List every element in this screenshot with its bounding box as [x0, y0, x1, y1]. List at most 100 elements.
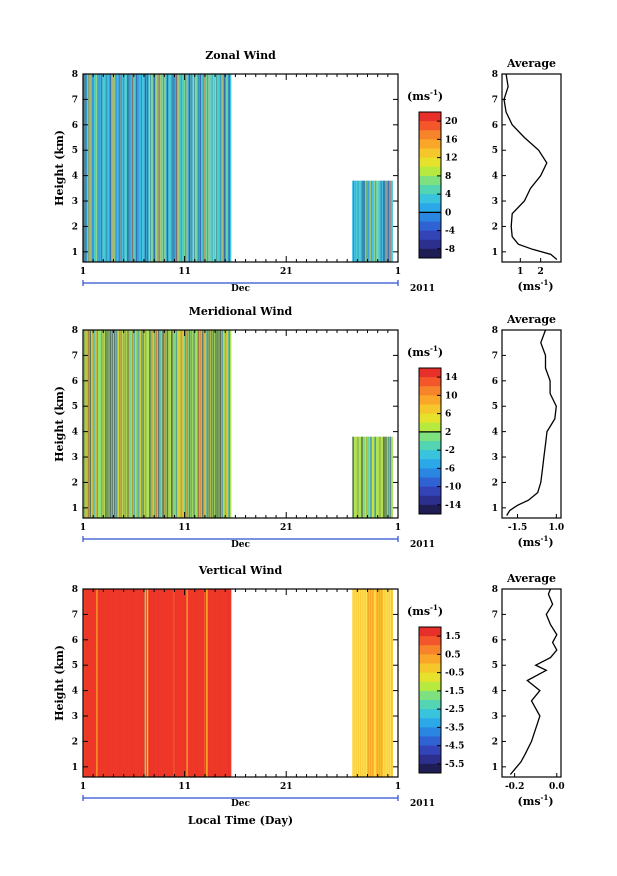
x-tick-label: 21: [280, 267, 293, 277]
data-stripe: [129, 330, 131, 518]
colorbar-cell: [419, 718, 441, 728]
data-stripe: [363, 589, 365, 777]
colorbar-label: 6: [445, 410, 451, 420]
data-stripe: [376, 180, 378, 262]
data-stripe: [140, 330, 142, 518]
data-stripe: [162, 330, 164, 518]
plot-frame: [82, 73, 399, 263]
data-stripe: [164, 589, 166, 777]
data-stripe: [129, 589, 131, 777]
data-stripe: [101, 330, 103, 518]
profile-y-tick-label: 1: [492, 763, 498, 773]
profile-x-tick-label: 1: [517, 267, 523, 277]
data-stripe: [208, 330, 210, 518]
data-stripe: [180, 74, 182, 262]
profile-x-tick-label: 2: [538, 267, 544, 277]
profile-x-tick-label: -1.5: [508, 523, 527, 533]
data-stripe: [369, 589, 372, 777]
data-stripe: [158, 330, 160, 518]
data-stripe: [127, 330, 129, 518]
data-stripe: [363, 180, 365, 262]
data-stripe: [85, 74, 87, 262]
profile-y-tick-label: 8: [492, 70, 498, 80]
colorbar-cell: [419, 431, 441, 442]
data-segment: [83, 589, 232, 777]
data-stripe: [224, 330, 226, 518]
data-stripe: [114, 330, 116, 518]
data-stripe: [362, 180, 363, 262]
data-stripe: [142, 330, 144, 518]
colorbar-label: -6: [445, 464, 455, 474]
data-stripe: [162, 589, 164, 777]
data-stripe: [217, 330, 219, 518]
colorbar-label: 0.5: [445, 650, 461, 660]
colorbar-cell: [419, 727, 441, 737]
data-stripe: [385, 180, 387, 262]
average-profile: Average 1 2 3 4 5 6 7 8 -1.5 1.0(ms-1): [492, 313, 564, 549]
data-stripe: [177, 74, 179, 262]
data-stripe: [374, 589, 376, 777]
profile-y-tick-label: 3: [492, 197, 498, 207]
data-stripe: [144, 589, 146, 777]
data-stripe: [85, 330, 87, 518]
data-stripe: [358, 436, 361, 518]
data-stripe: [228, 589, 230, 777]
x-tick-label: 1: [395, 782, 401, 792]
data-stripe: [193, 330, 195, 518]
colorbar-label: 16: [445, 135, 458, 145]
y-tick-label: 2: [72, 737, 78, 747]
data-stripe: [219, 330, 221, 518]
colorbar-cell: [419, 636, 441, 646]
colorbar-cell: [419, 486, 441, 497]
data-stripe: [206, 330, 208, 518]
colorbar-label: 0: [445, 208, 451, 218]
colorbar-label: -8: [445, 245, 455, 255]
data-stripe: [144, 330, 146, 518]
data-stripe: [85, 589, 87, 777]
data-stripe: [358, 180, 361, 262]
y-axis-label: Height (km): [53, 386, 66, 462]
profile-y-tick-label: 8: [492, 585, 498, 595]
colorbar-cell: [419, 495, 441, 506]
x-tick-label: 11: [178, 782, 191, 792]
data-stripe: [131, 74, 133, 262]
x-tick-label: 11: [178, 267, 191, 277]
profile-y-tick-label: 3: [492, 712, 498, 722]
colorbar-unit: (ms-1): [407, 344, 443, 359]
data-stripe: [206, 589, 208, 777]
data-stripe: [100, 74, 102, 262]
data-stripe: [354, 436, 356, 518]
data-stripe: [109, 589, 111, 777]
profile-y-tick-label: 5: [492, 402, 498, 412]
data-stripe: [207, 330, 208, 518]
profile-y-tick-label: 6: [492, 636, 498, 646]
profile-line: [506, 329, 557, 516]
y-tick-label: 5: [72, 661, 78, 671]
data-stripe: [87, 330, 89, 518]
data-stripe: [128, 330, 129, 518]
colorbar-label: 10: [445, 391, 458, 401]
data-stripe: [361, 180, 363, 262]
data-stripe: [190, 74, 193, 262]
data-stripe: [185, 74, 186, 262]
data-stripe: [182, 74, 184, 262]
data-stripe: [168, 74, 171, 262]
profile-y-tick-label: 5: [492, 146, 498, 156]
data-stripe: [378, 589, 381, 777]
y-tick-label: 2: [72, 222, 78, 232]
data-stripe: [199, 74, 201, 262]
data-stripe: [365, 589, 367, 777]
data-stripe: [375, 180, 376, 262]
profile-y-tick-label: 7: [492, 610, 498, 620]
data-stripe: [96, 330, 98, 518]
data-stripe: [167, 74, 169, 262]
data-stripe: [133, 74, 135, 262]
colorbar-label: 20: [445, 117, 458, 127]
x-tick-label: 1: [80, 267, 86, 277]
profile-y-tick-label: 2: [492, 737, 498, 747]
data-stripe: [119, 74, 120, 262]
data-stripe: [168, 330, 171, 518]
data-stripe: [173, 330, 175, 518]
data-stripe: [138, 330, 140, 518]
